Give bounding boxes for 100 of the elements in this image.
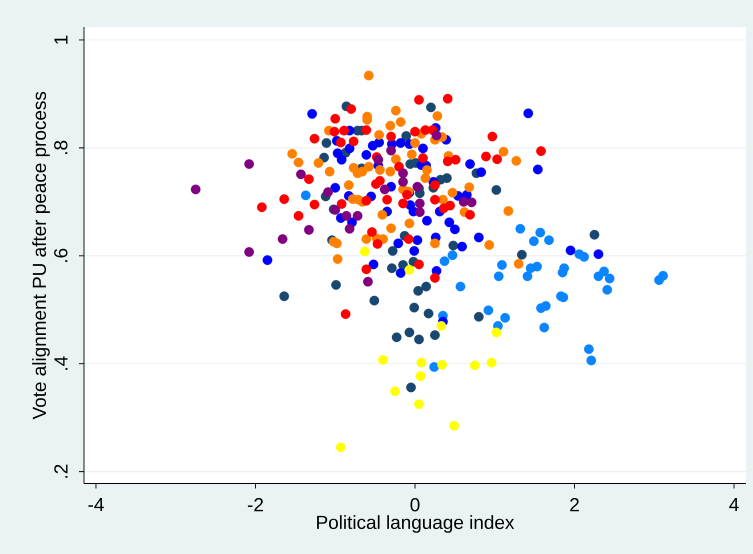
point xyxy=(448,240,458,250)
point xyxy=(331,280,341,290)
point xyxy=(413,286,424,296)
point xyxy=(330,126,340,137)
point xyxy=(388,246,398,256)
point xyxy=(332,238,342,248)
point xyxy=(449,420,459,431)
point xyxy=(410,126,420,137)
point xyxy=(517,250,527,260)
point xyxy=(344,180,354,190)
point xyxy=(307,109,317,119)
point xyxy=(450,154,461,165)
x-axis-title: Political language index xyxy=(317,515,514,533)
point xyxy=(404,234,414,244)
point xyxy=(535,228,546,238)
point xyxy=(330,182,340,193)
point xyxy=(396,117,406,127)
y-tick-label: 1 xyxy=(54,36,68,44)
point xyxy=(442,156,453,166)
point xyxy=(324,166,335,176)
point xyxy=(492,185,502,195)
point xyxy=(594,249,604,260)
point xyxy=(393,238,404,248)
point xyxy=(421,282,432,292)
point xyxy=(540,301,551,311)
point xyxy=(398,177,408,187)
point xyxy=(536,146,546,156)
point xyxy=(362,196,372,206)
point xyxy=(287,148,298,159)
point xyxy=(474,232,484,242)
point xyxy=(436,321,446,331)
point xyxy=(362,125,372,135)
point xyxy=(458,196,468,207)
point xyxy=(296,169,306,180)
point xyxy=(599,266,609,276)
point xyxy=(304,174,314,184)
point xyxy=(385,166,396,176)
point xyxy=(409,246,420,256)
point xyxy=(362,264,372,274)
point xyxy=(484,305,494,316)
point xyxy=(515,224,526,234)
point xyxy=(294,211,304,221)
point xyxy=(539,322,550,332)
point xyxy=(380,184,390,194)
point xyxy=(432,130,442,140)
point xyxy=(602,284,612,295)
y-tick-label: .4 xyxy=(54,356,68,370)
point xyxy=(363,276,373,287)
point xyxy=(444,217,454,228)
point xyxy=(372,239,382,249)
point xyxy=(342,211,352,221)
point xyxy=(377,210,388,220)
point xyxy=(466,198,476,208)
point xyxy=(378,355,388,365)
x-tick-label: 4 xyxy=(729,498,739,512)
point xyxy=(362,234,372,244)
point xyxy=(418,144,428,154)
point xyxy=(566,246,576,256)
point xyxy=(488,132,498,142)
point xyxy=(420,173,430,183)
point xyxy=(486,358,496,368)
point xyxy=(404,328,414,338)
point xyxy=(426,102,436,112)
point xyxy=(430,273,440,283)
point xyxy=(414,207,425,217)
x-tick-label: -2 xyxy=(248,498,263,512)
point xyxy=(375,165,385,175)
point xyxy=(390,386,400,396)
point xyxy=(373,154,384,165)
point xyxy=(358,166,368,176)
point xyxy=(387,263,397,274)
point xyxy=(391,154,401,164)
point xyxy=(402,190,412,200)
point xyxy=(360,246,370,256)
point xyxy=(430,180,440,190)
point xyxy=(190,184,201,194)
point xyxy=(590,230,600,240)
point xyxy=(323,187,333,197)
point xyxy=(322,138,332,148)
point xyxy=(352,211,362,221)
point xyxy=(330,114,340,124)
point xyxy=(440,256,450,266)
point xyxy=(511,156,522,166)
point xyxy=(386,132,396,142)
point xyxy=(339,126,349,136)
point xyxy=(404,218,414,228)
point xyxy=(498,146,508,156)
point xyxy=(406,149,417,160)
point xyxy=(481,152,491,162)
point xyxy=(500,312,510,323)
point xyxy=(294,158,304,168)
point xyxy=(300,190,311,200)
point xyxy=(432,111,442,121)
y-axis-title: Vote alignment PU after peace process xyxy=(32,92,50,420)
point xyxy=(503,206,514,216)
point xyxy=(386,146,396,156)
point xyxy=(414,94,424,105)
point xyxy=(336,442,346,452)
point xyxy=(604,274,614,284)
point xyxy=(430,194,440,205)
